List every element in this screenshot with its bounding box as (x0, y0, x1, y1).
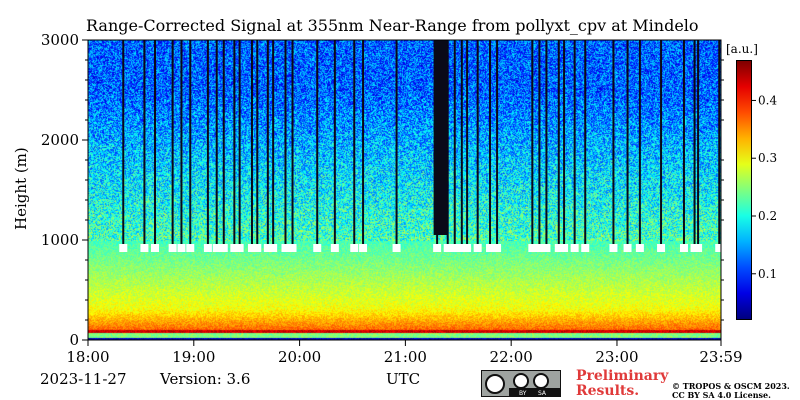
cloud-base-3 (168, 244, 177, 252)
colorbar-unit: [a.u.] (726, 42, 758, 56)
cloud-base-17 (313, 244, 322, 252)
cloud-base-2 (151, 244, 160, 252)
x-tick-label-4: 22:00 (490, 348, 533, 366)
colorbar (736, 60, 752, 320)
license-text: CC BY SA 4.0 License. (672, 390, 771, 400)
colorbar-tick-label-0: 0.1 (758, 267, 777, 281)
y-tick-label-1: 1000 (41, 231, 79, 249)
cc-license-badge: BY SA (481, 370, 561, 397)
cloud-base-35 (570, 244, 579, 252)
cloud-base-13 (263, 244, 272, 252)
date-label: 2023-11-27 (40, 370, 127, 388)
cloud-base-28 (486, 244, 495, 252)
x-tick-label-0: 18:00 (66, 348, 109, 366)
cloud-base-22 (433, 244, 442, 252)
cc-icon (485, 374, 505, 394)
colorbar-tick-label-1: 0.2 (758, 209, 777, 223)
by-person-icon (513, 373, 529, 389)
cloud-base-25 (457, 244, 466, 252)
cloud-base-1 (140, 244, 149, 252)
cloud-base-29 (493, 244, 502, 252)
cloud-base-14 (269, 244, 278, 252)
license-strip (509, 388, 560, 396)
cloud-base-38 (623, 244, 632, 252)
cloud-base-37 (609, 244, 618, 252)
cloud-base-5 (186, 244, 195, 252)
cloud-base-4 (177, 244, 186, 252)
cloud-base-16 (288, 244, 297, 252)
x-axis-label: UTC (386, 370, 421, 388)
cloud-base-7 (212, 244, 221, 252)
cloud-base-10 (235, 244, 244, 252)
cloud-base-36 (581, 244, 590, 252)
version-label: Version: 3.6 (160, 370, 251, 388)
cloud-base-33 (554, 244, 563, 252)
plot-area (88, 40, 721, 340)
cloud-base-44 (715, 244, 721, 252)
x-tick-label-5: 23:00 (595, 348, 638, 366)
y-axis-label: Height (m) (12, 147, 30, 230)
cloud-base-32 (542, 244, 551, 252)
colorbar-tick-label-2: 0.3 (758, 151, 777, 165)
colorbar-tick-label-3: 0.4 (758, 93, 777, 107)
cloud-base-8 (219, 244, 228, 252)
rcs-heatmap (88, 40, 721, 340)
y-tick-label-0: 0 (69, 331, 79, 349)
cloud-base-34 (560, 244, 569, 252)
cloud-base-0 (119, 244, 128, 252)
x-tick-label-6: 23:59 (699, 348, 742, 366)
cloud-base-43 (694, 244, 703, 252)
cloud-base-9 (230, 244, 239, 252)
x-tick-label-3: 21:00 (384, 348, 427, 366)
cloud-base-12 (253, 244, 262, 252)
sa-share-icon (533, 373, 549, 389)
cloud-base-19 (350, 244, 359, 252)
cloud-base-40 (657, 244, 666, 252)
cloud-base-39 (635, 244, 644, 252)
cloud-base-41 (679, 244, 688, 252)
cloud-base-20 (359, 244, 368, 252)
cloud-base-26 (463, 244, 472, 252)
cloud-base-21 (392, 244, 401, 252)
cloud-base-23 (443, 244, 452, 252)
cloud-base-31 (535, 244, 544, 252)
cloud-base-6 (203, 244, 212, 252)
cloud-base-27 (473, 244, 482, 252)
badge-sa-text: SA (538, 390, 547, 397)
y-tick-label-2: 2000 (41, 131, 79, 149)
cloud-dropout-layer (119, 40, 721, 252)
x-tick-label-2: 20:00 (278, 348, 321, 366)
cloud-dropout-block-0 (433, 40, 448, 235)
plot-frame (87, 39, 722, 341)
cloud-base-11 (247, 244, 256, 252)
cloud-base-24 (450, 244, 459, 252)
preliminary-label: Preliminary (576, 368, 669, 384)
cloud-base-15 (281, 244, 290, 252)
y-tick-label-3: 3000 (41, 31, 79, 49)
cloud-base-30 (528, 244, 537, 252)
chart-title: Range-Corrected Signal at 355nm Near-Ran… (86, 16, 699, 35)
preliminary-label-2: Results. (576, 383, 640, 399)
cloud-base-18 (330, 244, 339, 252)
copyright-text: © TROPOS & OSCM 2023. (672, 381, 790, 391)
x-tick-label-1: 19:00 (172, 348, 215, 366)
badge-by-text: BY (519, 390, 527, 397)
